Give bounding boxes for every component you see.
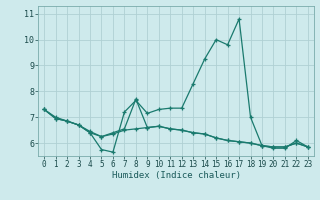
X-axis label: Humidex (Indice chaleur): Humidex (Indice chaleur) bbox=[111, 171, 241, 180]
